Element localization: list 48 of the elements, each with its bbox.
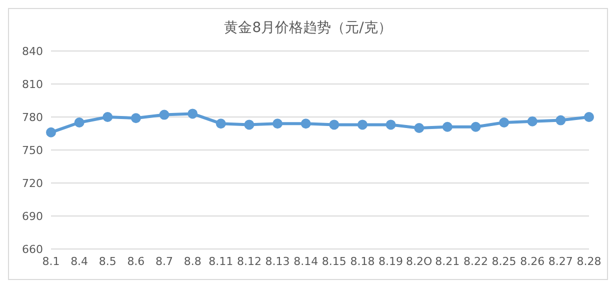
point bbox=[499, 118, 510, 128]
point bbox=[216, 118, 226, 129]
y-tick-label: 810 bbox=[22, 78, 43, 91]
x-tick-label: 8.27 bbox=[548, 254, 573, 268]
x-tick-label: 8.18 bbox=[350, 254, 375, 268]
point bbox=[584, 112, 594, 122]
x-tick-label: 8.6 bbox=[127, 254, 145, 268]
x-tick-label: 8.21 bbox=[435, 254, 460, 268]
point bbox=[188, 108, 198, 119]
x-tick-label: 8.26 bbox=[520, 254, 545, 268]
point bbox=[300, 118, 311, 129]
x-tick-label: 8.1 bbox=[42, 254, 60, 268]
x-tick-label: 8.4 bbox=[70, 254, 88, 268]
y-tick-label: 690 bbox=[22, 210, 43, 223]
point bbox=[442, 122, 452, 132]
x-tick-label: 8.11 bbox=[208, 254, 234, 268]
y-tick-label: 840 bbox=[22, 44, 43, 58]
y-tick-label: 720 bbox=[22, 176, 43, 190]
x-tick-label: 8.19 bbox=[378, 254, 404, 268]
x-tick-label: 8.25 bbox=[492, 254, 516, 268]
point bbox=[74, 118, 84, 128]
x-tick-label: 8.15 bbox=[322, 254, 346, 268]
x-tick-label: 8.8 bbox=[184, 254, 202, 268]
point bbox=[159, 110, 170, 120]
x-tick-label: 8.12 bbox=[236, 254, 262, 268]
x-tick-label: 8.28 bbox=[576, 254, 602, 268]
point bbox=[556, 115, 566, 126]
point bbox=[329, 120, 340, 130]
x-tick-label: 8.13 bbox=[265, 254, 290, 268]
point bbox=[46, 127, 56, 138]
x-tick-label: 8.14 bbox=[294, 254, 318, 268]
x-tick-label: 8.7 bbox=[156, 254, 174, 268]
x-tick-label: 8.22 bbox=[463, 254, 488, 268]
y-tick-label: 750 bbox=[22, 144, 43, 157]
point bbox=[130, 113, 141, 124]
point bbox=[470, 122, 481, 132]
x-tick-label: 8.2O bbox=[406, 254, 433, 268]
point bbox=[272, 118, 283, 129]
point bbox=[386, 120, 396, 130]
point bbox=[414, 123, 424, 133]
y-tick-label: 780 bbox=[22, 110, 43, 124]
y-tick-label: 660 bbox=[22, 242, 43, 256]
point bbox=[244, 120, 254, 130]
chart-title: 黄金8月价格趋势（元/克） bbox=[223, 19, 393, 38]
point bbox=[102, 112, 113, 122]
x-tick-label: 8.5 bbox=[98, 254, 116, 268]
point bbox=[357, 120, 368, 130]
point bbox=[527, 116, 538, 126]
